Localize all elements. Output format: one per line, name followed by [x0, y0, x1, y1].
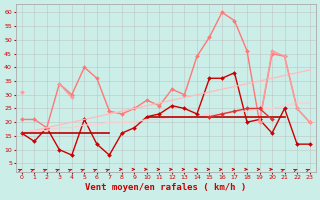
X-axis label: Vent moyen/en rafales ( km/h ): Vent moyen/en rafales ( km/h ): [85, 183, 246, 192]
